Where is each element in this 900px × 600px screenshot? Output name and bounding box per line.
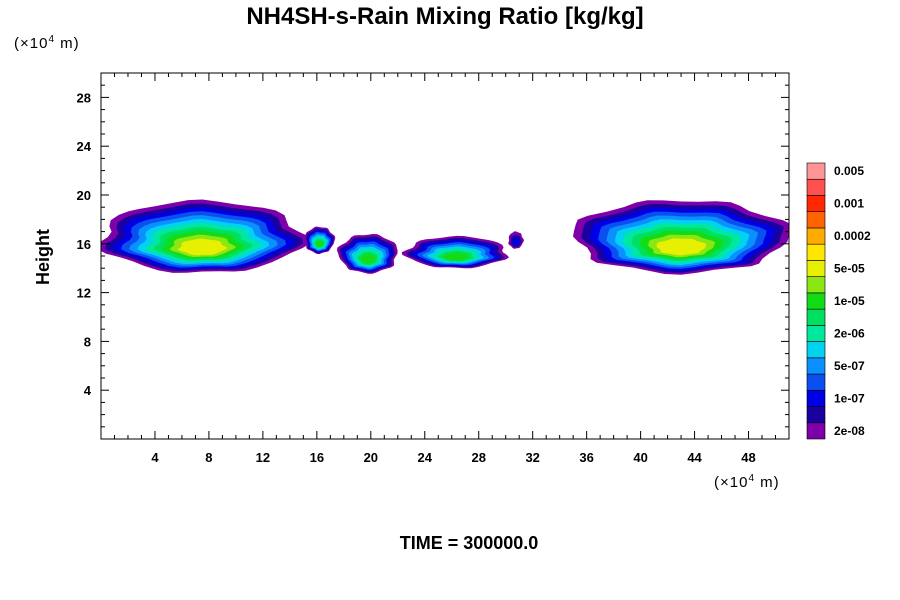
y-tick-label: 12: [77, 286, 91, 301]
colorbar-swatch: [806, 341, 826, 359]
x-tick-label: 4: [151, 450, 159, 465]
colorbar-swatch: [806, 389, 826, 407]
colorbar-label: 2e-06: [834, 326, 865, 340]
colorbar-label: 0.0002: [834, 229, 871, 243]
y-tick-labels: 4 8 12 16 20 24 28: [77, 90, 92, 398]
chart-title: NH4SH-s-Rain Mixing Ratio [kg/kg]: [246, 3, 643, 30]
contour-level: [512, 238, 520, 246]
colorbar-label: 5e-07: [834, 359, 865, 373]
colorbar: [806, 162, 826, 440]
colorbar-swatch: [806, 178, 826, 196]
x-tick-label: 8: [205, 450, 212, 465]
x-tick-label: 48: [741, 450, 755, 465]
contour-region: [337, 234, 398, 274]
x-tick-label: 28: [471, 450, 485, 465]
colorbar-label: 1e-05: [834, 294, 865, 308]
x-tick-label: 16: [310, 450, 324, 465]
colorbar-label: 1e-07: [834, 391, 865, 405]
y-tick-label: 28: [77, 90, 91, 105]
colorbar-swatch: [806, 211, 826, 229]
colorbar-labels: 2e-08 1e-07 5e-07 2e-06 1e-05 5e-05 0.0002 0.00…: [834, 164, 871, 438]
colorbar-swatch: [806, 325, 826, 342]
x-tick-label: 20: [364, 450, 378, 465]
contour-level: [656, 238, 707, 256]
contour-level: [178, 238, 227, 256]
x-unit-label: (×104 m): [714, 473, 780, 491]
colorbar-label: 0.001: [834, 197, 864, 211]
contour-level: [443, 252, 470, 261]
contour-region: [573, 200, 789, 275]
colorbar-swatch: [806, 373, 826, 391]
colorbar-swatch: [806, 422, 826, 440]
x-tick-label: 12: [256, 450, 270, 465]
colorbar-label: 5e-05: [834, 262, 865, 276]
contour-level: [360, 254, 376, 264]
colorbar-swatch: [806, 292, 826, 310]
colorbar-swatch: [806, 195, 826, 213]
time-label: TIME = 300000.0: [400, 533, 539, 553]
colorbar-swatch: [806, 276, 826, 294]
colorbar-label: 2e-08: [834, 424, 865, 438]
y-unit-label: (×104 m): [14, 34, 80, 52]
colorbar-swatch: [806, 308, 826, 326]
axis-ticks: [101, 73, 789, 439]
x-tick-label: 32: [525, 450, 539, 465]
contour-region: [304, 226, 336, 254]
x-tick-label: 24: [418, 450, 433, 465]
colorbar-swatch: [806, 406, 826, 424]
contour-fields: [101, 199, 789, 275]
colorbar-swatch: [806, 162, 826, 180]
colorbar-swatch: [806, 227, 826, 245]
y-tick-label: 20: [77, 188, 91, 203]
y-tick-label: 24: [77, 139, 92, 154]
y-tick-label: 8: [84, 334, 91, 349]
x-tick-labels: 4 8 12 16 20 24 28 32 36 40 44 48: [151, 450, 755, 465]
x-tick-label: 44: [687, 450, 702, 465]
contour-region: [508, 231, 524, 249]
x-tick-label: 36: [579, 450, 593, 465]
y-tick-label: 16: [77, 237, 91, 252]
y-axis-label: Height: [33, 229, 53, 285]
y-tick-label: 4: [84, 383, 92, 398]
contour-region: [101, 199, 312, 273]
colorbar-swatch: [806, 260, 826, 277]
x-tick-label: 40: [633, 450, 647, 465]
contour-region: [401, 235, 510, 269]
colorbar-swatch: [806, 243, 826, 261]
colorbar-swatch: [806, 357, 826, 375]
colorbar-label: 0.005: [834, 164, 864, 178]
contour-level: [315, 240, 324, 248]
